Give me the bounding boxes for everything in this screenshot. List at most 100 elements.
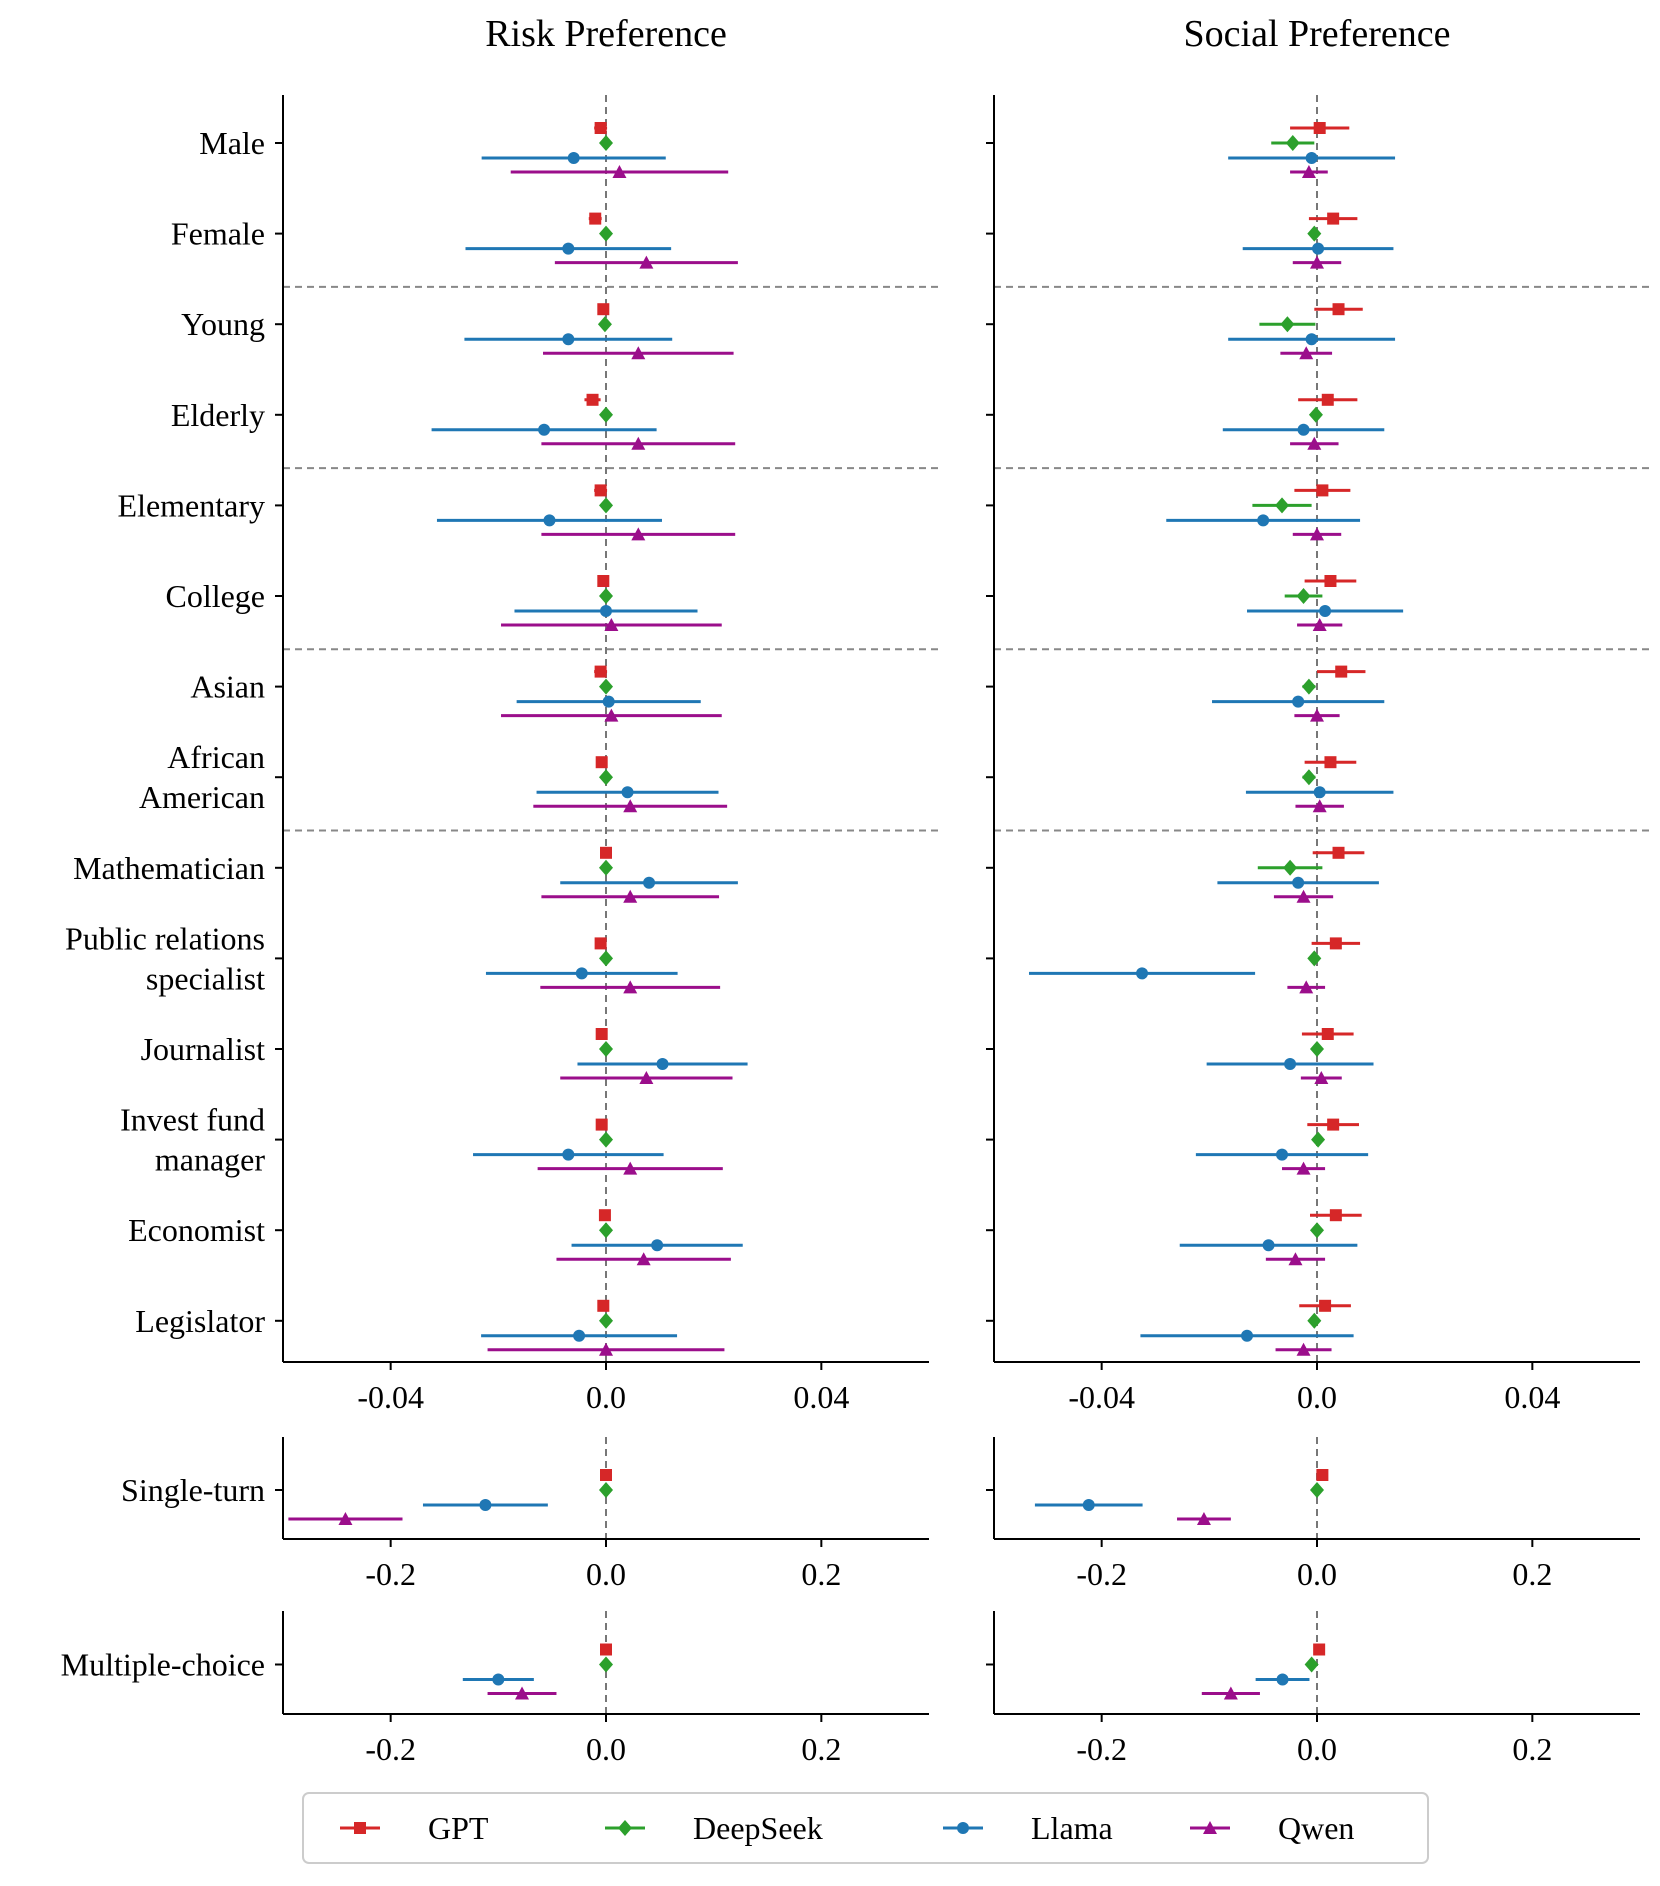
x-tick-label: -0.2	[1076, 1556, 1127, 1592]
category-label-economist: Economist	[128, 1212, 265, 1248]
x-tick-label: 0.0	[1297, 1379, 1337, 1415]
legend-label-gpt: GPT	[428, 1810, 489, 1846]
point-gpt-multiple-choice	[600, 1643, 612, 1656]
point-deepseek-elementary	[1275, 497, 1290, 514]
point-gpt-multiple-choice	[1313, 1643, 1326, 1656]
x-tick-label: 0.0	[586, 1731, 626, 1767]
point-qwen-economist	[1288, 1252, 1303, 1266]
point-deepseek-mathematician	[1283, 859, 1298, 876]
legend-marker-qwen	[1203, 1821, 1217, 1834]
category-label-female: Female	[171, 216, 265, 252]
legend-marker-llama	[957, 1822, 969, 1834]
point-gpt-economist	[1329, 1209, 1342, 1222]
point-qwen-asian	[604, 708, 619, 722]
point-gpt-journalist	[595, 1028, 608, 1040]
point-llama-african-american	[621, 786, 634, 799]
point-gpt-young	[1332, 303, 1345, 316]
point-deepseek-elderly	[1308, 406, 1323, 423]
point-deepseek-male	[599, 135, 613, 151]
x-tick-label: 0.2	[801, 1731, 841, 1767]
point-llama-journalist	[1284, 1058, 1297, 1070]
point-deepseek-young	[597, 316, 612, 333]
point-deepseek-public-relations-specialist	[1307, 950, 1322, 967]
point-llama-young	[1305, 333, 1318, 346]
point-deepseek-elderly	[599, 406, 613, 423]
panel-social-single: -0.2 0.0 0.2	[986, 1437, 1640, 1592]
series-deepseek	[599, 1482, 613, 1498]
legend-label-qwen: Qwen	[1278, 1810, 1354, 1846]
series-llama	[1028, 152, 1404, 1342]
point-qwen-young	[631, 346, 646, 360]
series-gpt	[584, 122, 612, 1312]
point-gpt-female	[589, 212, 602, 225]
point-llama-single-turn	[1082, 1499, 1095, 1511]
point-deepseek-legislator	[1307, 1312, 1322, 1329]
point-qwen-college	[1312, 618, 1327, 631]
category-label-invest-fund-manager: Invest fund	[120, 1102, 265, 1138]
point-deepseek-african-american	[599, 769, 613, 786]
category-label-african-american: American	[139, 779, 265, 815]
series-gpt	[1290, 122, 1366, 1312]
point-llama-legislator	[573, 1329, 586, 1342]
category-label-invest-fund-manager: manager	[155, 1142, 266, 1178]
point-gpt-public-relations-specialist	[1329, 937, 1342, 950]
point-deepseek-multiple-choice	[599, 1656, 613, 1673]
x-tick-label: -0.2	[365, 1731, 416, 1767]
series-llama	[462, 1673, 534, 1686]
point-qwen-multiple-choice	[515, 1686, 530, 1700]
point-gpt-college	[1324, 575, 1337, 587]
series-deepseek	[599, 1656, 613, 1673]
point-llama-public-relations-specialist	[1136, 967, 1149, 980]
point-deepseek-mathematician	[599, 859, 613, 876]
series-qwen	[487, 165, 738, 1356]
series-deepseek	[1310, 1482, 1324, 1498]
point-deepseek-asian	[599, 678, 613, 695]
point-llama-asian	[1292, 695, 1305, 708]
point-gpt-elementary	[1316, 484, 1329, 497]
point-qwen-legislator	[599, 1342, 613, 1356]
point-qwen-mathematician	[623, 889, 638, 903]
x-tick-label: 0.0	[586, 1556, 626, 1592]
x-tick-label: -0.04	[1068, 1379, 1135, 1415]
x-tick-label: -0.2	[1076, 1731, 1127, 1767]
point-qwen-economist	[636, 1252, 651, 1266]
point-qwen-invest-fund-manager	[1296, 1161, 1311, 1175]
point-gpt-male	[1313, 122, 1326, 134]
point-deepseek-legislator	[599, 1312, 613, 1329]
point-qwen-journalist	[639, 1071, 654, 1084]
point-qwen-female	[1310, 255, 1324, 269]
point-qwen-elderly	[631, 436, 646, 450]
point-deepseek-invest-fund-manager	[1311, 1131, 1326, 1148]
point-qwen-invest-fund-manager	[623, 1161, 638, 1175]
category-label-single-turn: Single-turn	[121, 1472, 265, 1508]
series-deepseek	[1304, 1656, 1319, 1673]
point-gpt-mathematician	[1332, 846, 1345, 859]
category-label-elderly: Elderly	[171, 397, 265, 433]
series-deepseek	[597, 135, 613, 1329]
series-llama	[1034, 1499, 1143, 1511]
point-gpt-asian	[1335, 665, 1348, 678]
point-deepseek-young	[1280, 316, 1295, 333]
point-llama-african-american	[1313, 786, 1326, 799]
category-label-male: Male	[199, 125, 265, 161]
point-gpt-single-turn	[600, 1469, 612, 1481]
legend-box	[302, 1792, 1429, 1864]
point-deepseek-college	[599, 588, 613, 604]
x-tick-label: 0.2	[801, 1556, 841, 1592]
legend: GPT DeepSeek Llama Qwen	[302, 1792, 1429, 1864]
point-llama-journalist	[656, 1058, 669, 1070]
point-deepseek-economist	[599, 1222, 613, 1239]
x-tick-label: 0.2	[1512, 1556, 1552, 1592]
point-qwen-public-relations-specialist	[623, 980, 638, 994]
point-qwen-male	[612, 165, 627, 178]
x-tick-label: 0.0	[1297, 1731, 1337, 1767]
point-qwen-female	[639, 255, 654, 269]
point-llama-single-turn	[479, 1499, 492, 1511]
point-llama-asian	[602, 695, 615, 708]
point-llama-female	[562, 242, 575, 255]
point-deepseek-single-turn	[1310, 1482, 1324, 1498]
point-gpt-elementary	[594, 484, 607, 497]
series-llama	[422, 1499, 548, 1511]
series-deepseek	[1252, 135, 1326, 1329]
